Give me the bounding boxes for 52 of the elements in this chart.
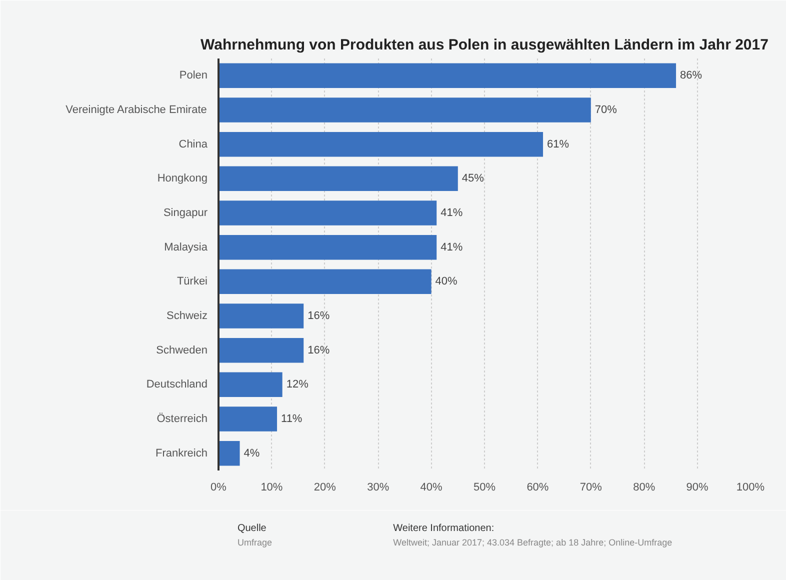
y-tick-label: China xyxy=(178,138,208,150)
x-tick-label: 70% xyxy=(580,482,602,494)
data-label: 16% xyxy=(308,344,330,356)
y-tick-label: Schweiz xyxy=(166,310,208,322)
data-label: 12% xyxy=(286,378,309,391)
text: Weitere Informationen: xyxy=(393,523,494,534)
data-label: 40% xyxy=(435,276,458,288)
bar xyxy=(218,338,304,363)
bar xyxy=(218,269,432,294)
y-tick-label: Malaysia xyxy=(164,241,208,254)
bar xyxy=(218,440,240,466)
y-tick-label: Schweden xyxy=(156,344,208,356)
y-tick-label: Vereinigte Arabische Emirate xyxy=(66,104,207,116)
x-tick-label: 10% xyxy=(260,482,283,494)
data-label: 86% xyxy=(680,70,702,82)
y-tick-label: Österreich xyxy=(156,412,208,425)
data-label: 4% xyxy=(244,447,260,460)
y-tick-label: Polen xyxy=(179,70,208,82)
chart-title: Wahrnehmung von Produkten aus Polen in ausgewählten Ländern im Jahr 2017 xyxy=(200,36,768,54)
bar xyxy=(218,304,304,328)
x-tick-label: 0% xyxy=(210,482,227,494)
text: Umfrage xyxy=(237,538,272,548)
y-tick-label: Hongkong xyxy=(157,172,208,185)
y-tick-label: Deutschland xyxy=(146,378,208,391)
text: Weltweit; Januar 2017; 43.034 Befragte; ab 18 Jahre; Online-Umfrage xyxy=(393,538,672,548)
x-tick-label: 30% xyxy=(367,482,390,494)
data-label: 41% xyxy=(440,207,463,219)
bar xyxy=(218,406,278,432)
bar xyxy=(218,166,458,192)
data-label: 41% xyxy=(440,241,463,254)
y-tick-label: Singapur xyxy=(163,207,208,219)
data-label: 61% xyxy=(547,138,570,150)
x-tick-label: 40% xyxy=(420,482,443,494)
x-tick-label: 90% xyxy=(686,482,709,494)
bar xyxy=(218,63,676,88)
x-tick-label: 50% xyxy=(473,482,496,494)
data-label: 45% xyxy=(462,172,484,185)
bar xyxy=(218,372,282,398)
x-tick-label: 60% xyxy=(526,482,549,494)
data-label: 16% xyxy=(308,310,330,322)
y-tick-label: Frankreich xyxy=(156,447,208,460)
bar xyxy=(218,200,437,226)
bar xyxy=(218,132,544,157)
bar xyxy=(218,234,437,260)
text: Quelle xyxy=(237,523,267,534)
x-tick-label: 20% xyxy=(314,482,336,494)
bar xyxy=(218,98,591,122)
x-tick-label: 80% xyxy=(633,482,656,494)
y-tick-label: Türkei xyxy=(176,276,208,288)
data-label: 70% xyxy=(594,104,618,116)
x-tick-label: 100% xyxy=(736,482,765,494)
data-label: 11% xyxy=(281,413,302,425)
